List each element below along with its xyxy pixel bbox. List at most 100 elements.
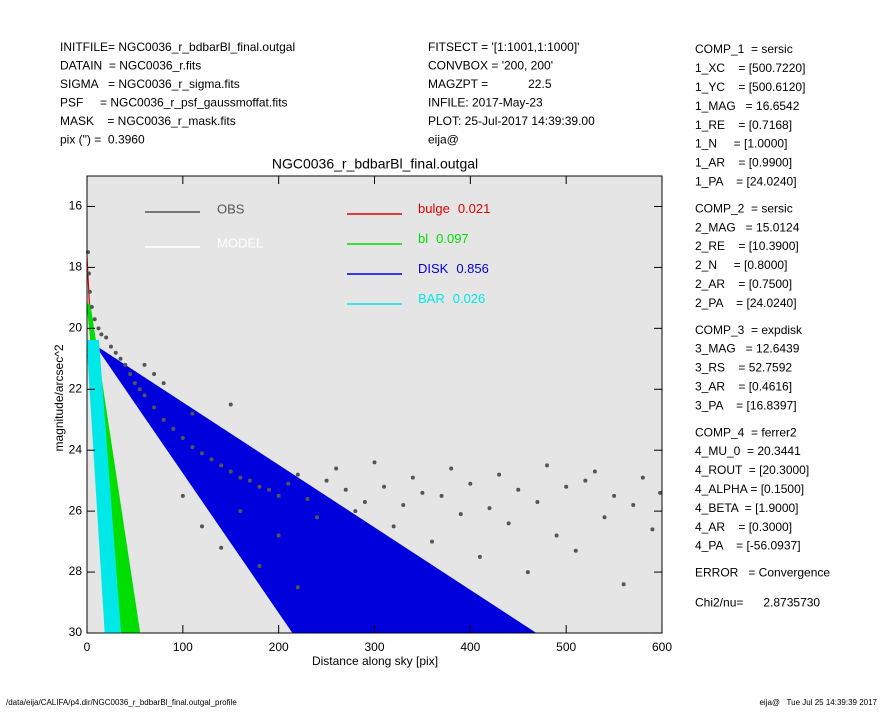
obs-point [209,457,214,462]
obs-point [228,402,233,407]
obs-point [487,506,492,511]
obs-point [161,417,166,422]
obs-point [295,472,300,477]
y-tick-label: 16 [69,199,83,213]
chart-title: NGC0036_r_bdbarBl_final.outgal [272,156,478,172]
param-line: 1_RE = [0.7168] [695,118,792,132]
header-line: INFILE: 2017-May-23 [428,96,543,110]
obs-point [401,503,406,508]
param-line: 1_MAG = 16.6542 [695,99,800,113]
obs-point [257,484,262,489]
legend-fraction: 0.021 [458,201,491,216]
obs-point [142,362,147,367]
obs-point [87,289,92,294]
obs-point [161,381,166,386]
obs-point [631,503,636,508]
obs-point [276,533,281,538]
obs-point [152,372,157,377]
legend-label: BAR 0.026 [418,291,485,306]
obs-point [137,387,142,392]
param-line: 4_ROUT = [20.3000] [695,463,809,477]
param-line: 3_PA = [16.8397] [695,398,797,412]
x-tick-label: 400 [460,640,480,654]
obs-point [430,539,434,544]
obs-point [238,475,243,480]
obs-point [247,478,252,483]
x-axis-label: Distance along sky [pix] [312,654,438,668]
footer-date: eija@ Tue Jul 25 14:39:39 2017 [759,698,877,707]
param-line: 3_AR = [0.4616] [695,379,792,393]
param-line: 2_RE = [10.3900] [695,239,799,253]
obs-point [92,317,97,322]
obs-point [391,524,396,529]
obs-point [118,356,123,361]
param-line: 3_RS = 52.7592 [695,361,792,375]
legend-fraction: 0.026 [453,291,486,306]
param-line: COMP_2 = sersic [695,201,793,215]
header-line: CONVBOX = '200, 200' [428,59,553,73]
legend-fraction: 0.097 [436,231,469,246]
header-line: INITFILE= NGC0036_r_bdbarBl_final.outgal [60,40,295,54]
y-tick-label: 30 [69,625,83,639]
param-line: 2_N = [0.8000] [695,258,787,272]
param-line: 2_AR = [0.7500] [695,277,792,291]
obs-point [573,548,578,553]
obs-point [477,554,482,559]
obs-point [295,585,300,590]
header-line: SIGMA = NGC0036_r_sigma.fits [60,77,240,91]
obs-point [132,381,137,386]
y-tick-label: 28 [69,564,83,578]
legend-label: MODEL [217,235,263,250]
obs-point [228,469,233,474]
obs-point [171,426,176,431]
obs-point [602,515,607,520]
obs-point [516,487,521,492]
obs-point [180,436,185,441]
param-line: 1_PA = [24.0240] [695,174,797,188]
obs-point [86,271,91,276]
param-line: 1_XC = [500.7220] [695,61,805,75]
obs-point [96,326,101,331]
param-line: 2_MAG = 15.0124 [695,220,800,234]
obs-point [180,493,185,498]
obs-point [439,493,444,498]
obs-point [592,469,597,474]
obs-point [276,493,281,498]
param-line: 1_N = [1.0000] [695,137,787,151]
obs-point [200,524,204,529]
x-tick-label: 100 [173,640,193,654]
footer-path: /data/eija/CALIFA/p4.dir/NGC0036_r_bdbar… [6,698,237,707]
obs-point [219,463,224,468]
param-line: COMP_3 = expdisk [695,323,803,337]
x-tick-label: 200 [269,640,289,654]
obs-point [334,466,339,471]
legend-name: DISK [418,261,449,276]
param-line: COMP_1 = sersic [695,42,793,56]
x-tick-label: 600 [652,640,672,654]
obs-point [640,475,645,480]
obs-point [497,472,502,477]
obs-point [420,490,425,495]
y-tick-label: 26 [69,503,83,517]
obs-point [113,350,118,355]
y-tick-label: 24 [69,442,83,456]
obs-point [468,481,473,486]
obs-point [324,478,329,483]
param-line: COMP_4 = ferrer2 [695,425,797,439]
y-tick-label: 18 [69,260,83,274]
param-line: 4_AR = [0.3000] [695,520,792,534]
obs-point [200,451,204,456]
obs-point [257,563,262,568]
obs-point [89,305,94,310]
obs-point [362,499,367,504]
obs-point [152,405,157,410]
obs-point [190,445,195,450]
obs-point [108,344,113,349]
obs-point [658,490,663,495]
obs-point [128,372,133,377]
param-line: ERROR = Convergence [695,566,830,580]
legend-name: bulge [418,201,450,216]
legend-label: DISK 0.856 [418,261,489,276]
y-tick-label: 22 [69,381,83,395]
